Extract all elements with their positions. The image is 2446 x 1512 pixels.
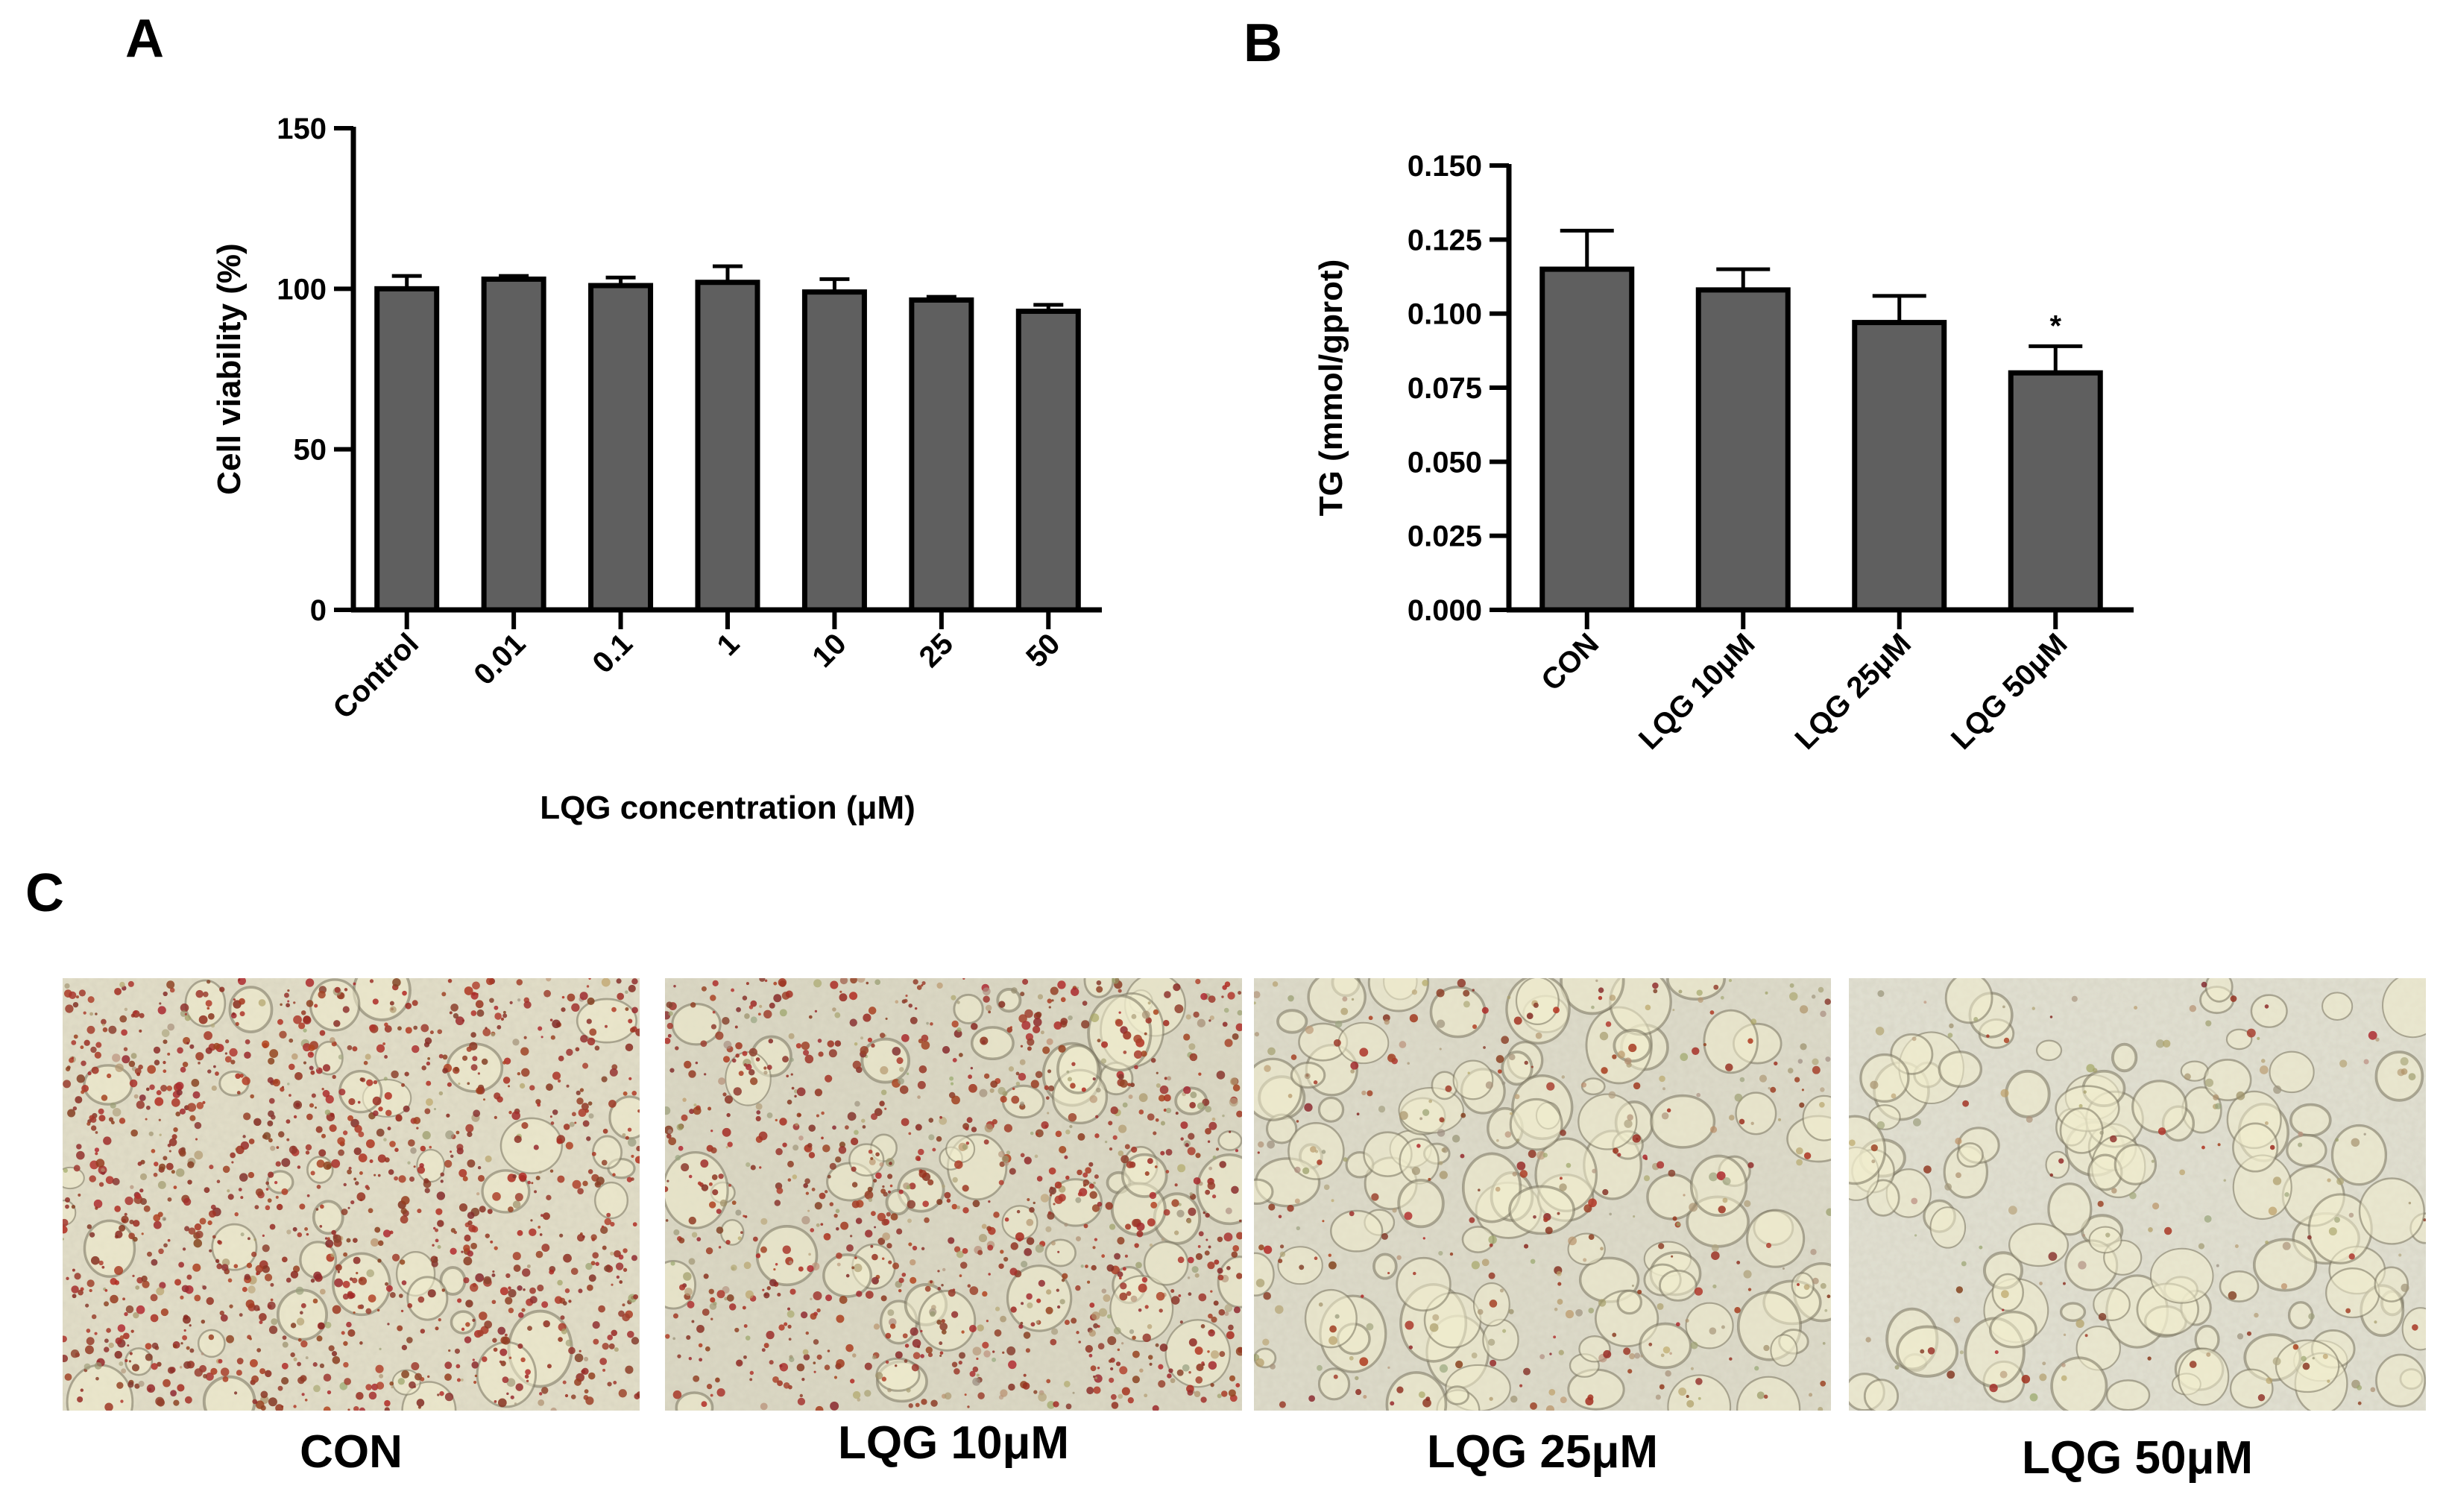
- significance-mark: *: [2049, 309, 2061, 342]
- bar: [695, 280, 760, 613]
- x-tick-label: 0.1: [587, 627, 639, 679]
- bar: [801, 289, 867, 613]
- micrograph-label: CON: [300, 1426, 403, 1478]
- micrograph-panel: LQG 50μM: [1849, 978, 2426, 1484]
- panel-label-b: B: [1244, 13, 1282, 73]
- micrograph-label: LQG 50μM: [2022, 1432, 2253, 1484]
- bar: [1539, 266, 1635, 613]
- panel-label-c: C: [25, 863, 64, 923]
- chart-tg-content: 0.000 0.025 0.050 0.075 0.100 0.125 0.150 CON LQ…: [1313, 150, 2134, 756]
- y-tick-label: 0: [310, 594, 327, 627]
- bar: [481, 276, 546, 613]
- x-tick-label: 25: [913, 627, 960, 674]
- micrograph-panel: CON: [63, 978, 640, 1478]
- y-tick-label: 100: [277, 273, 327, 306]
- bar: [374, 286, 440, 613]
- x-tick-label: 0.01: [467, 627, 532, 691]
- x-tick-label: LQG 10μM: [1633, 627, 1762, 756]
- y-tick-label: 0.025: [1408, 520, 1482, 553]
- y-tick-label: 50: [294, 434, 327, 467]
- micrograph-panel: LQG 25μM: [1254, 978, 1831, 1478]
- bar: [588, 283, 654, 613]
- bar: [1015, 308, 1081, 613]
- bar: [1695, 287, 1791, 613]
- y-tick-label: 0.075: [1408, 372, 1482, 405]
- y-tick-label: 0.150: [1408, 150, 1482, 183]
- y-axis-title: Cell viability (%): [211, 243, 248, 494]
- bar: [1852, 320, 1947, 613]
- micrograph-row: CON LQG 10μM LQG 25μM LQG 50μM: [63, 978, 2426, 1484]
- x-tick-label: LQG 50μM: [1945, 627, 2074, 756]
- micrograph-image: [1849, 978, 2426, 1411]
- x-tick-label: 10: [806, 627, 853, 674]
- bar: [909, 297, 974, 613]
- micrograph-label: LQG 25μM: [1427, 1426, 1658, 1478]
- y-axis-title: TG (mmol/gprot): [1313, 259, 1349, 517]
- x-axis-title: LQG concentration (μM): [540, 790, 915, 826]
- y-tick-label: 150: [277, 113, 327, 145]
- bar: [2008, 370, 2103, 613]
- micrograph-image: [1254, 978, 1831, 1411]
- x-tick-label: Control: [327, 627, 425, 725]
- micrograph-image: [63, 978, 640, 1411]
- panel-label-a: A: [125, 9, 164, 69]
- x-tick-label: 1: [711, 627, 746, 662]
- y-tick-label: 0.050: [1408, 446, 1482, 479]
- micrograph-image: [665, 978, 1242, 1411]
- y-tick-label: 0.100: [1408, 298, 1482, 331]
- x-tick-label: 50: [1020, 627, 1067, 674]
- micrograph-label: LQG 10μM: [838, 1417, 1069, 1469]
- micrograph-panel: LQG 10μM: [665, 978, 1242, 1469]
- x-tick-label: LQG 25μM: [1789, 627, 1918, 756]
- x-tick-label: CON: [1535, 627, 1605, 697]
- y-tick-label: 0.000: [1408, 594, 1482, 627]
- chart-cell-viability: 0 50 100 150 Control 0.01 0.1 1 10 25 50 Cell viabi…: [211, 113, 1102, 826]
- y-tick-label: 0.125: [1408, 224, 1482, 256]
